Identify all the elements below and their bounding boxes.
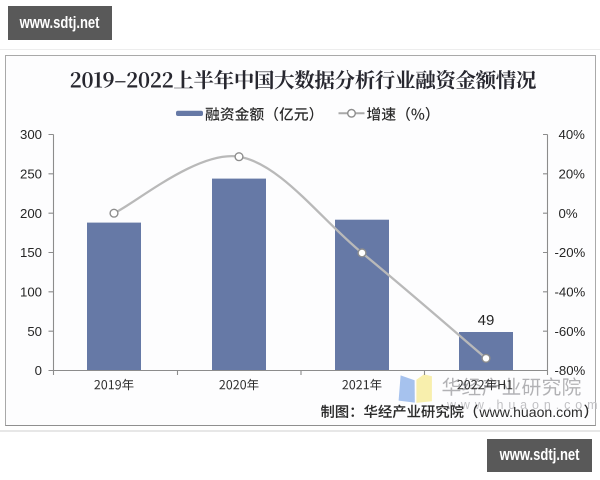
svg-text:-60%: -60%	[555, 324, 586, 339]
svg-text:200: 200	[20, 206, 42, 221]
svg-text:-20%: -20%	[555, 245, 586, 260]
svg-text:300: 300	[20, 127, 42, 142]
svg-text:www.huaon.com: www.huaon.com	[446, 398, 600, 412]
svg-text:20%: 20%	[559, 166, 586, 181]
svg-text:100: 100	[20, 284, 42, 299]
svg-text:0%: 0%	[559, 206, 578, 221]
svg-text:40%: 40%	[559, 127, 586, 142]
svg-text:250: 250	[20, 166, 42, 181]
svg-text:0: 0	[35, 363, 42, 378]
svg-text:50: 50	[27, 324, 42, 339]
svg-text:-40%: -40%	[555, 284, 586, 299]
svg-text:www.huaon.com: www.huaon.com	[478, 404, 582, 420]
svg-text:-80%: -80%	[555, 363, 586, 378]
svg-text:49: 49	[478, 312, 495, 329]
svg-text:150: 150	[20, 245, 42, 260]
